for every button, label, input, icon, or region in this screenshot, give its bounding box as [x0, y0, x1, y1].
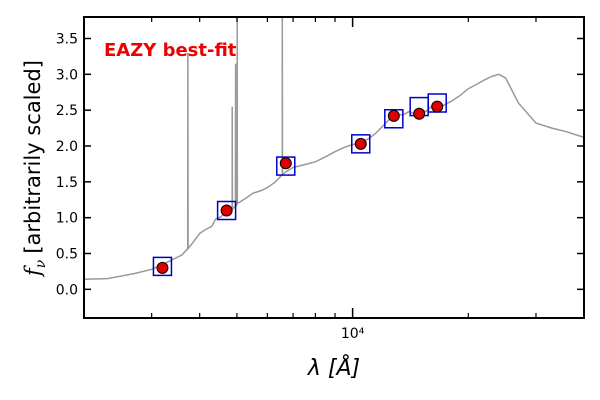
x-tick-label: 10⁴ — [341, 326, 365, 342]
plot-frame — [84, 17, 584, 318]
y-axis-text: [arbitrarily scaled] — [21, 60, 45, 254]
ticks-layer: 0.0 0.5 1.0 1.5 2.0 2.5 3.0 3.5 10⁴ — [56, 17, 584, 342]
observed-photometry-point — [157, 262, 168, 273]
y-tick-label: 0.5 — [56, 247, 78, 263]
y-tick-label: 1.5 — [56, 175, 78, 191]
observed-photometry-point — [221, 205, 232, 216]
y-axis-symbol-sub: ν — [33, 259, 49, 268]
points-layer — [153, 94, 446, 275]
sed-chart: 0.0 0.5 1.0 1.5 2.0 2.5 3.0 3.5 10⁴ EAZY best-fi… — [0, 0, 600, 400]
observed-photometry-point — [388, 110, 399, 121]
observed-photometry-point — [280, 158, 291, 169]
observed-photometry-point — [432, 101, 443, 112]
y-tick-label: 0.0 — [56, 282, 78, 298]
y-tick-label: 3.0 — [56, 67, 78, 83]
chart-annotation: EAZY best-fit — [104, 40, 237, 61]
y-tick-label: 3.5 — [56, 32, 78, 48]
y-tick-label: 2.0 — [56, 139, 78, 155]
y-tick-label: 2.5 — [56, 103, 78, 119]
y-tick-label: 1.0 — [56, 211, 78, 227]
observed-photometry-point — [355, 138, 366, 149]
observed-photometry-point — [414, 108, 425, 119]
x-axis-label: λ [Å] — [307, 354, 360, 381]
y-axis-label: fν[arbitrarily scaled] — [21, 60, 49, 278]
